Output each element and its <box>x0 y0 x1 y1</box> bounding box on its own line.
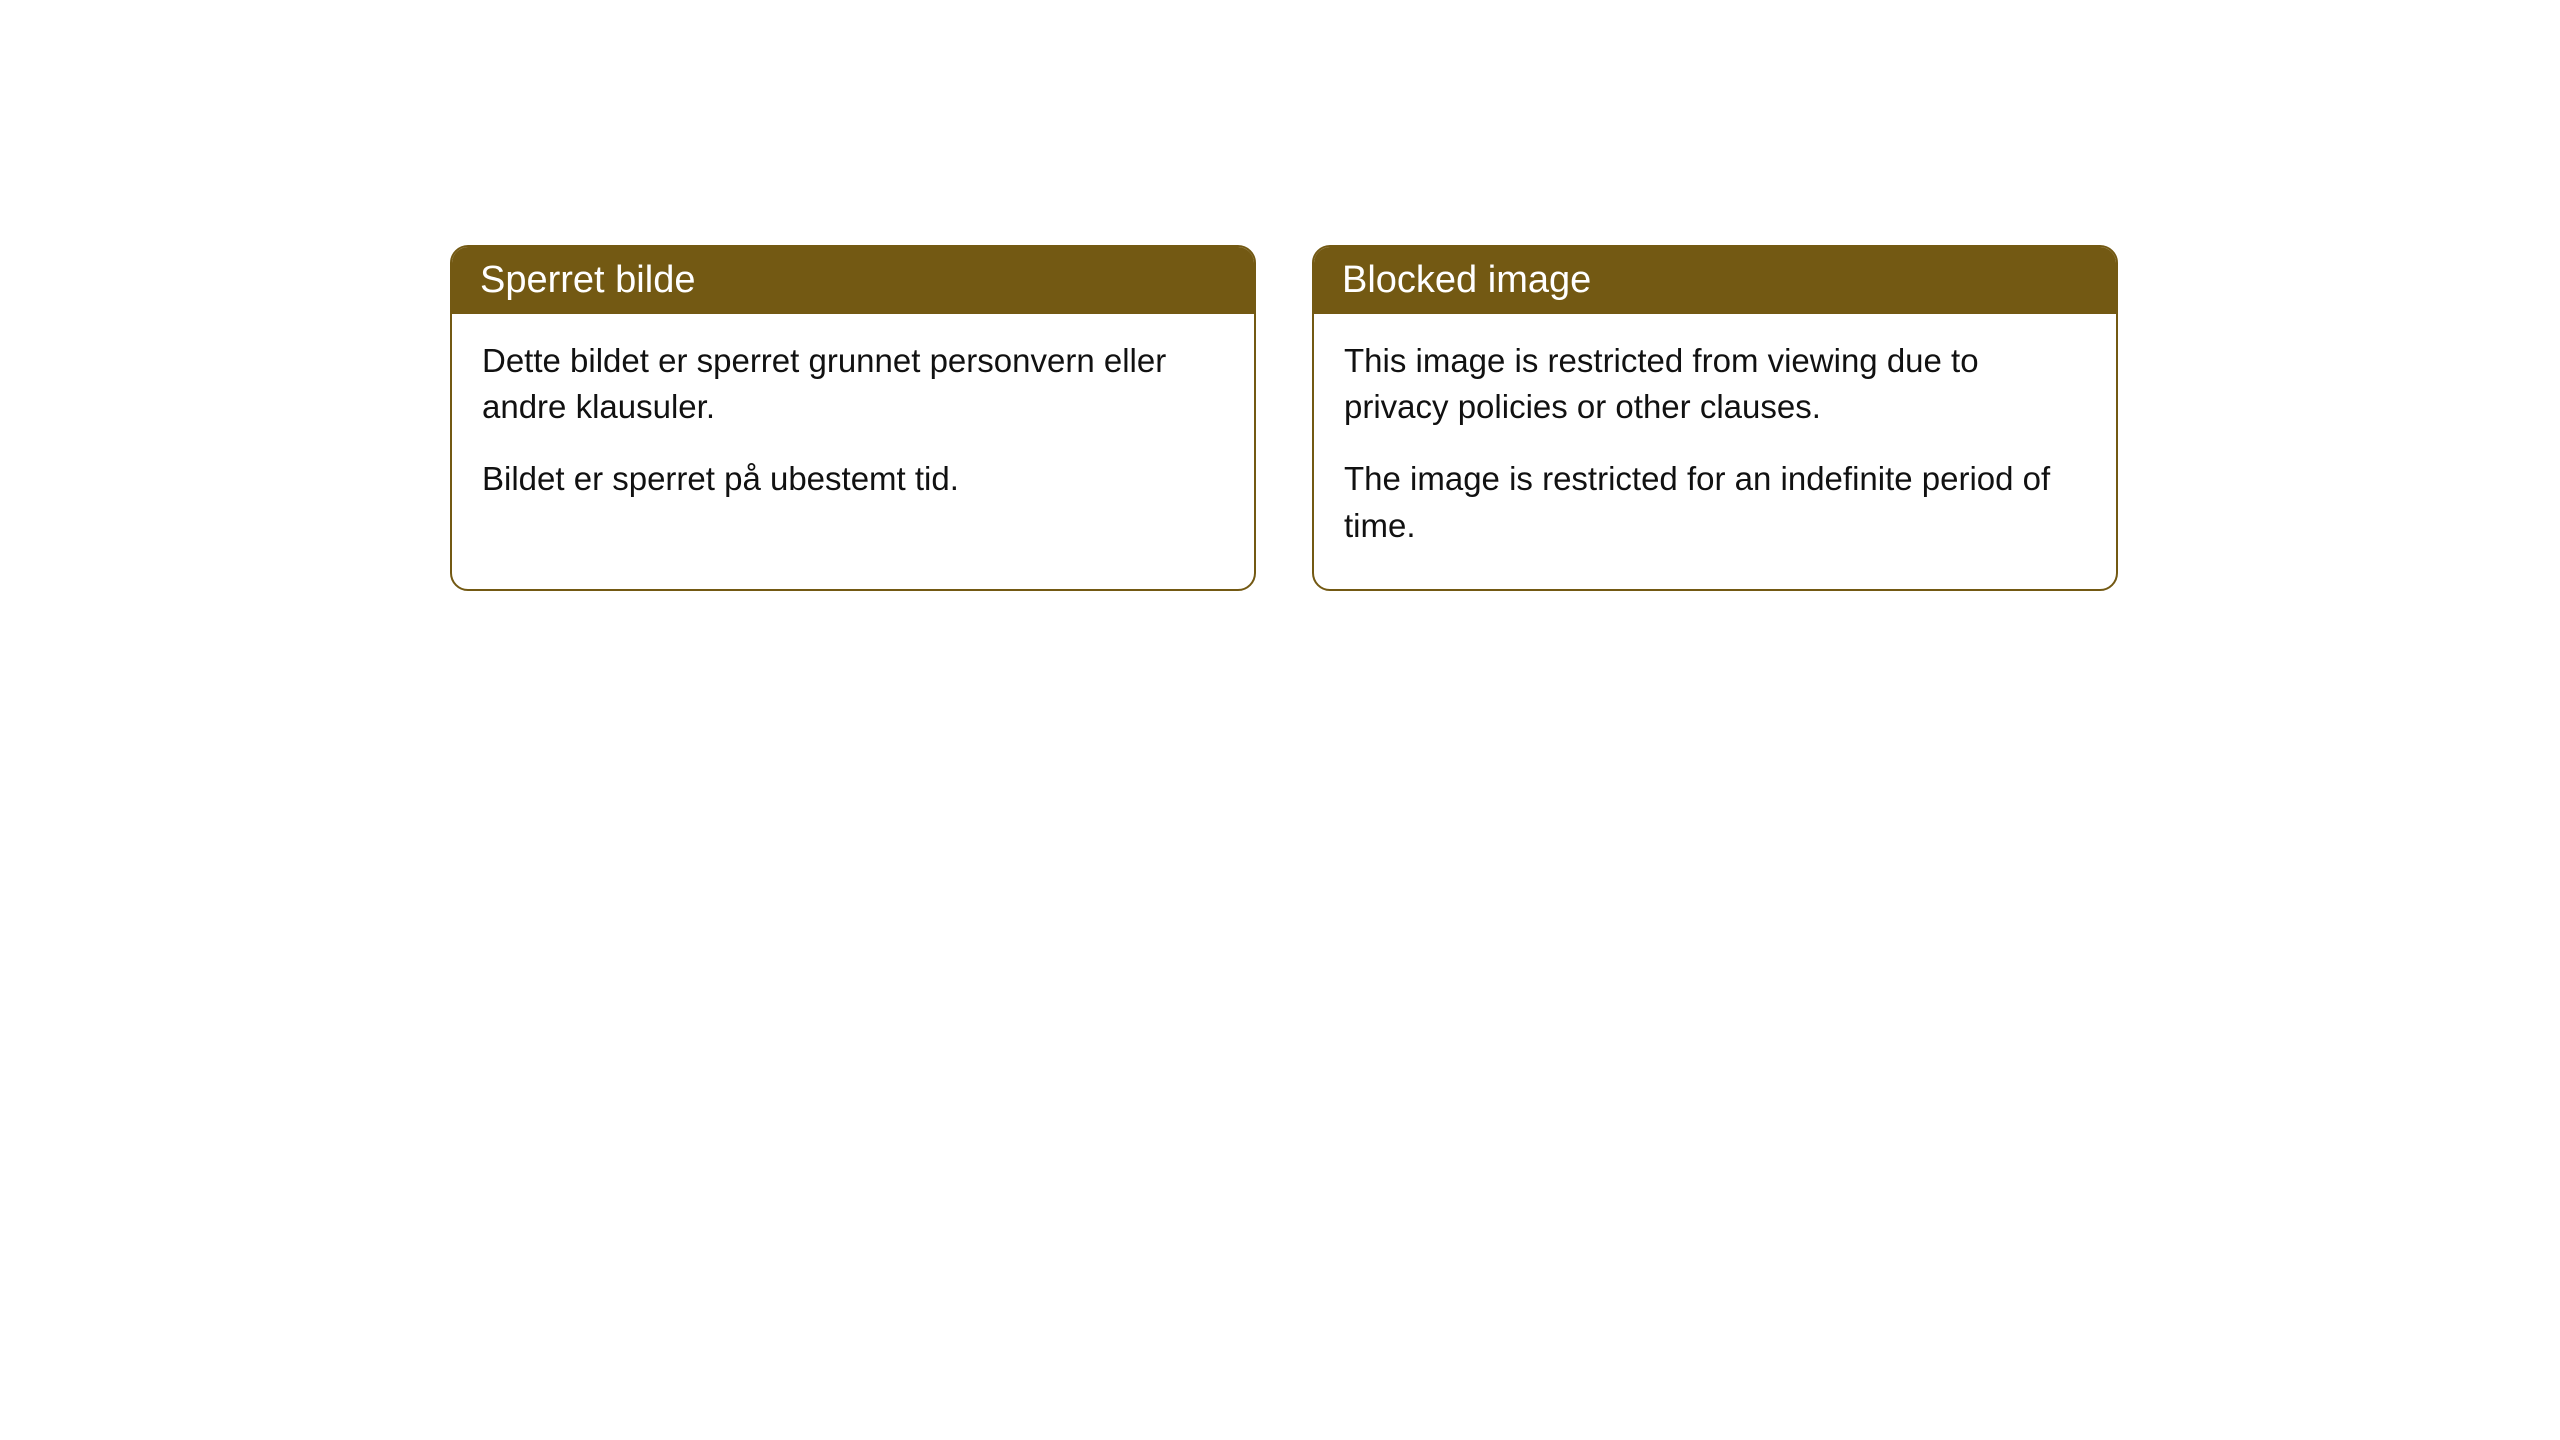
card-paragraph: This image is restricted from viewing du… <box>1344 338 2086 430</box>
card-paragraph: Dette bildet er sperret grunnet personve… <box>482 338 1224 430</box>
notice-card-norwegian: Sperret bilde Dette bildet er sperret gr… <box>450 245 1256 591</box>
card-body-english: This image is restricted from viewing du… <box>1314 314 2116 589</box>
card-header-english: Blocked image <box>1314 247 2116 314</box>
card-paragraph: The image is restricted for an indefinit… <box>1344 456 2086 548</box>
notice-cards-container: Sperret bilde Dette bildet er sperret gr… <box>450 245 2560 591</box>
card-title: Sperret bilde <box>480 259 695 301</box>
card-title: Blocked image <box>1342 259 1591 301</box>
card-paragraph: Bildet er sperret på ubestemt tid. <box>482 456 1224 502</box>
card-header-norwegian: Sperret bilde <box>452 247 1254 314</box>
notice-card-english: Blocked image This image is restricted f… <box>1312 245 2118 591</box>
card-body-norwegian: Dette bildet er sperret grunnet personve… <box>452 314 1254 543</box>
